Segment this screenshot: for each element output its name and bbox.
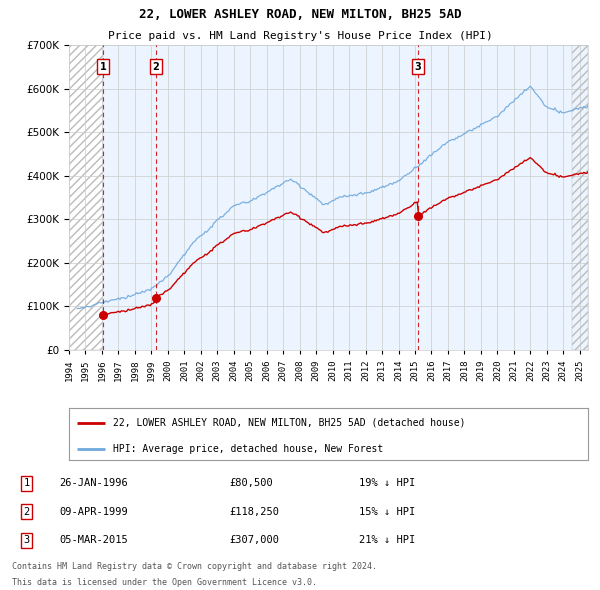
Text: 09-APR-1999: 09-APR-1999	[59, 507, 128, 517]
Text: 1: 1	[23, 478, 30, 488]
Text: £307,000: £307,000	[229, 535, 280, 545]
Text: 3: 3	[415, 62, 421, 72]
Text: £80,500: £80,500	[229, 478, 273, 488]
Text: 22, LOWER ASHLEY ROAD, NEW MILTON, BH25 5AD (detached house): 22, LOWER ASHLEY ROAD, NEW MILTON, BH25 …	[113, 418, 466, 428]
Text: 15% ↓ HPI: 15% ↓ HPI	[359, 507, 415, 517]
Bar	[69, 45, 103, 350]
Text: 21% ↓ HPI: 21% ↓ HPI	[359, 535, 415, 545]
Text: 3: 3	[23, 535, 30, 545]
Text: 2: 2	[23, 507, 30, 517]
Bar	[103, 45, 588, 350]
Text: This data is licensed under the Open Government Licence v3.0.: This data is licensed under the Open Gov…	[12, 578, 317, 587]
Text: 05-MAR-2015: 05-MAR-2015	[59, 535, 128, 545]
Text: 19% ↓ HPI: 19% ↓ HPI	[359, 478, 415, 488]
Text: HPI: Average price, detached house, New Forest: HPI: Average price, detached house, New …	[113, 444, 383, 454]
Text: 2: 2	[152, 62, 159, 72]
Text: Contains HM Land Registry data © Crown copyright and database right 2024.: Contains HM Land Registry data © Crown c…	[12, 562, 377, 571]
Text: 22, LOWER ASHLEY ROAD, NEW MILTON, BH25 5AD: 22, LOWER ASHLEY ROAD, NEW MILTON, BH25 …	[139, 8, 461, 21]
Text: Price paid vs. HM Land Registry's House Price Index (HPI): Price paid vs. HM Land Registry's House …	[107, 31, 493, 41]
Text: £118,250: £118,250	[229, 507, 280, 517]
Text: 1: 1	[100, 62, 106, 72]
Text: 26-JAN-1996: 26-JAN-1996	[59, 478, 128, 488]
Bar	[572, 45, 588, 350]
